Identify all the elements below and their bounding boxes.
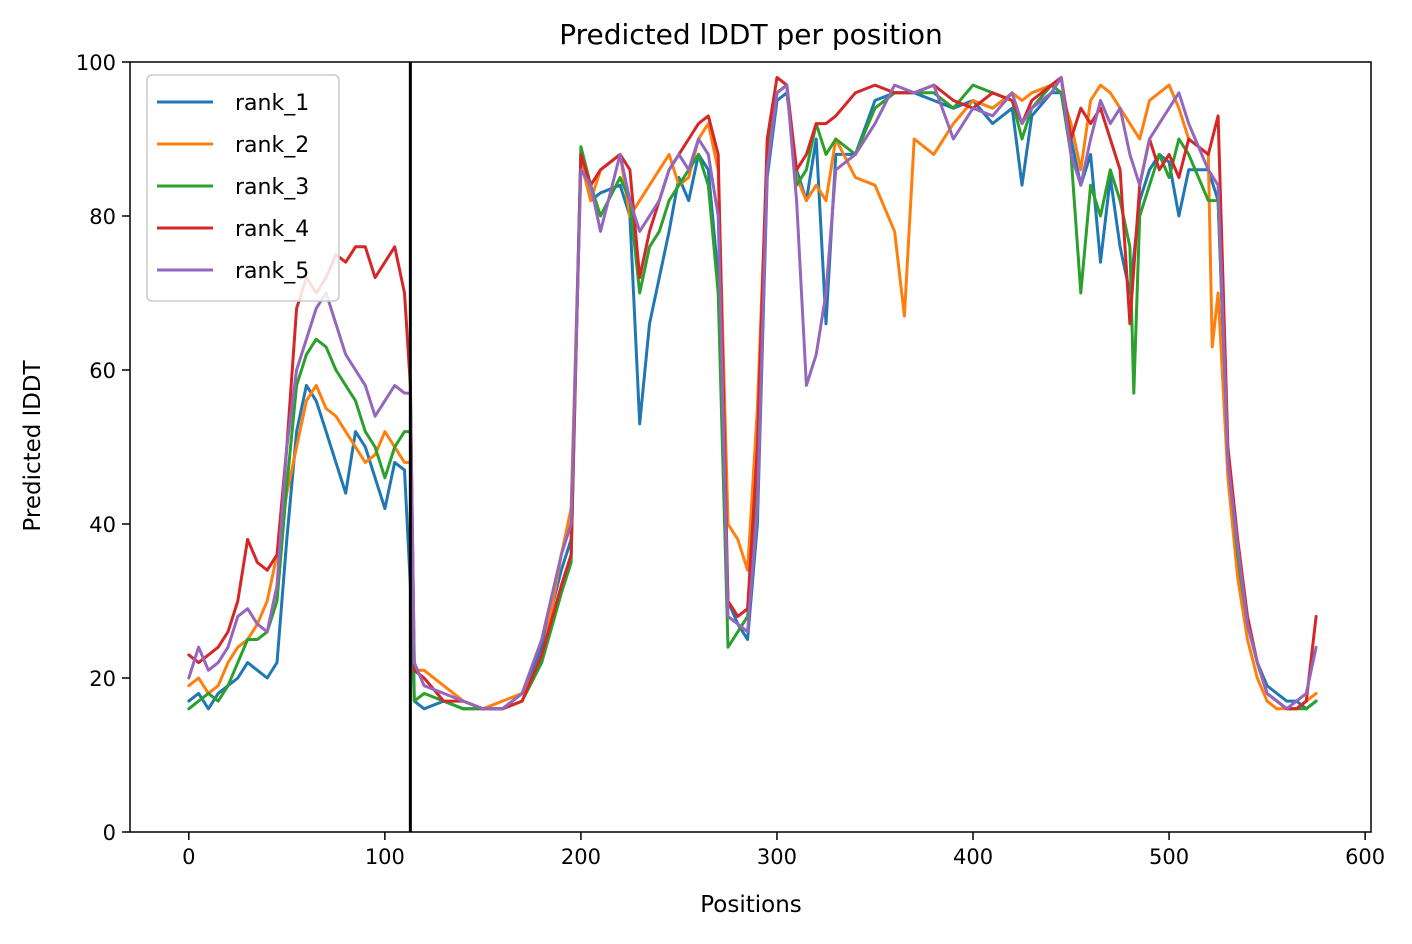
legend-label-rank_4: rank_4 <box>235 217 309 242</box>
series-line-rank_1 <box>187 91 1318 711</box>
y-tick-label: 100 <box>76 51 116 75</box>
x-axis-label: Positions <box>700 892 802 918</box>
legend-label-rank_1: rank_1 <box>235 91 309 116</box>
y-tick-label: 80 <box>89 205 116 229</box>
series-line-rank_3 <box>187 83 1318 711</box>
series-line-rank_4 <box>187 75 1318 711</box>
legend-label-rank_5: rank_5 <box>235 259 309 284</box>
y-tick-label: 20 <box>89 667 116 691</box>
y-tick-label: 0 <box>103 821 116 845</box>
legend-label-rank_2: rank_2 <box>235 133 309 158</box>
x-tick-label: 300 <box>757 845 797 869</box>
chart-title: Predicted lDDT per position <box>559 18 943 51</box>
legend: rank_1 rank_2 rank_3 rank_4 rank_5 <box>146 74 340 302</box>
series-line-rank_5 <box>187 75 1318 711</box>
x-tick-label: 400 <box>953 845 993 869</box>
series-line-rank_2 <box>187 83 1318 711</box>
x-tick-label: 100 <box>365 845 405 869</box>
plot-area <box>129 61 1372 833</box>
x-tick-label: 500 <box>1149 845 1189 869</box>
axis-ticks: 0 100 200 300 400 500 600 0 20 40 60 80 100 <box>76 51 1385 869</box>
legend-label-rank_3: rank_3 <box>235 175 309 200</box>
legend-box <box>146 74 340 302</box>
plot-frame <box>129 61 1372 833</box>
x-tick-label: 200 <box>561 845 601 869</box>
x-tick-label: 0 <box>182 845 195 869</box>
y-tick-label: 40 <box>89 513 116 537</box>
y-axis-label: Predicted lDDT <box>20 359 46 531</box>
x-tick-label: 600 <box>1345 845 1385 869</box>
y-tick-label: 60 <box>89 359 116 383</box>
